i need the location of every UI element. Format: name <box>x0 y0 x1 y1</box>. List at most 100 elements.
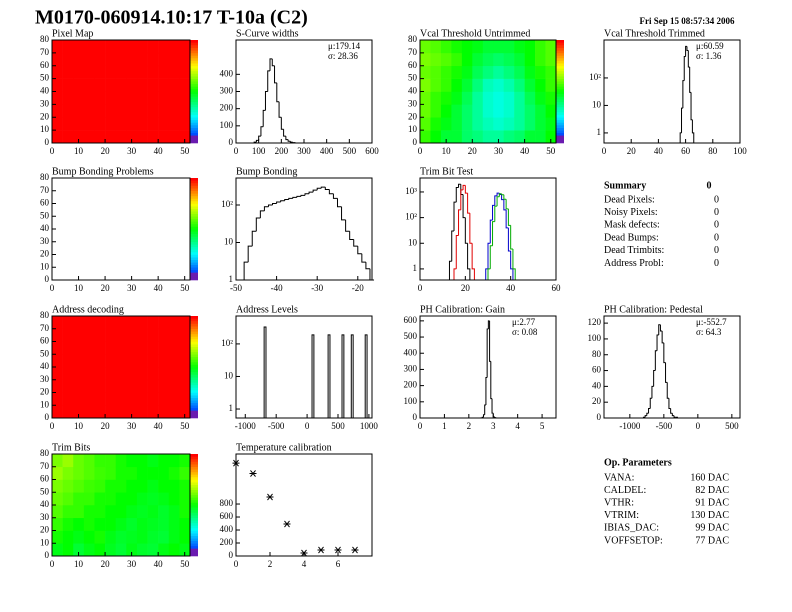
heat-cell <box>514 78 525 92</box>
heat-cell <box>179 91 191 105</box>
color-scale <box>556 140 564 144</box>
histogram-bin <box>255 139 259 143</box>
heat-cell <box>482 78 494 92</box>
heat-cell <box>535 130 546 144</box>
y-tick-label: 60 <box>408 60 418 70</box>
heat-cell <box>179 367 191 381</box>
heat-cell <box>451 117 463 131</box>
heat-cell <box>136 341 148 355</box>
y-tick-label: 0 <box>45 274 50 284</box>
color-scale <box>190 402 198 406</box>
heat-cell <box>62 505 74 519</box>
panel-title: Trim Bit Test <box>420 166 473 177</box>
heat-cell <box>179 341 191 355</box>
heat-cell <box>136 454 148 468</box>
heat-cell <box>62 52 74 67</box>
heat-cell <box>493 40 504 54</box>
x-tick-label: 100 <box>252 146 266 156</box>
heat-cell <box>147 316 159 330</box>
heat-cell <box>179 466 191 480</box>
color-scale <box>190 269 198 273</box>
histogram-bin <box>357 246 362 255</box>
y-tick-label: 10 <box>40 399 50 409</box>
marker <box>351 546 359 554</box>
color-scale <box>190 525 198 529</box>
x-tick-label: 30 <box>127 421 137 431</box>
heat-cell <box>115 479 127 493</box>
y-tick-label: 80 <box>40 310 50 320</box>
heat-cell <box>105 530 116 544</box>
color-scale <box>190 484 198 488</box>
histogram-bin <box>471 243 475 280</box>
stats-text: σ: 0.08 <box>512 327 538 337</box>
heat-cell <box>493 130 504 144</box>
summary-value: 0 <box>714 232 719 243</box>
color-scale <box>190 538 198 541</box>
heat-cell <box>430 52 442 67</box>
heat-cell <box>73 40 85 54</box>
color-scale <box>190 94 198 97</box>
y-tick-label: 300 <box>220 86 234 96</box>
heat-cell <box>126 492 138 506</box>
x-tick-label: 10 <box>74 146 84 156</box>
panel-title: PH Calibration: Gain <box>420 304 505 315</box>
heat-cell <box>440 91 452 105</box>
heat-cell <box>83 492 95 506</box>
heat-cell <box>493 104 504 118</box>
color-scale <box>190 65 198 69</box>
x-tick-label: 30 <box>127 283 137 293</box>
heat-cell <box>115 354 127 368</box>
heat-cell <box>94 91 106 105</box>
heat-cell <box>482 52 494 67</box>
color-scale <box>190 323 198 327</box>
heat-cell <box>62 479 74 493</box>
x-tick-label: 20 <box>101 559 111 569</box>
heat-cell <box>136 117 148 131</box>
color-scale <box>190 218 198 222</box>
stats-text: μ:2.77 <box>512 317 536 327</box>
color-scale <box>556 86 564 90</box>
heat-cell <box>62 517 74 531</box>
heat-cell <box>147 367 159 381</box>
heat-cell <box>472 104 484 118</box>
histogram-bin <box>267 204 273 207</box>
heat-cell <box>147 505 159 519</box>
heat-cell <box>503 65 515 79</box>
color-scale <box>556 52 564 56</box>
heat-cell <box>94 543 106 557</box>
plot-border <box>419 315 557 419</box>
x-tick-label: 50 <box>546 146 556 156</box>
color-scale <box>190 52 198 56</box>
color-scale <box>190 267 198 271</box>
histogram-bin <box>258 135 261 141</box>
heat-cell <box>126 517 138 531</box>
panel-title: Temperature calibration <box>236 442 332 453</box>
color-scale <box>556 78 564 82</box>
color-scale <box>190 193 198 197</box>
x-tick-label: 2 <box>467 421 472 431</box>
color-scale <box>190 109 198 113</box>
color-scale <box>190 535 198 539</box>
color-scale <box>190 81 198 85</box>
color-scale <box>190 106 198 110</box>
heat-cell <box>136 328 148 342</box>
heat-cell <box>94 367 106 381</box>
x-tick-label: 500 <box>725 421 739 431</box>
heat-cell <box>147 40 159 54</box>
x-tick-label: 50 <box>180 559 190 569</box>
heat-cell <box>115 78 127 92</box>
color-scale <box>190 379 198 383</box>
heat-cell <box>73 405 85 419</box>
color-scale <box>190 469 198 473</box>
heat-cell <box>545 104 557 118</box>
panel-title: Address decoding <box>52 304 124 315</box>
color-scale <box>190 50 198 54</box>
heat-cell <box>94 530 106 544</box>
heat-cell <box>83 130 95 144</box>
histogram-bin <box>255 217 261 232</box>
heat-cell <box>136 104 148 118</box>
plot-border <box>235 315 373 419</box>
heat-cell <box>461 104 473 118</box>
heat-cell <box>136 316 148 330</box>
color-scale <box>556 45 564 49</box>
